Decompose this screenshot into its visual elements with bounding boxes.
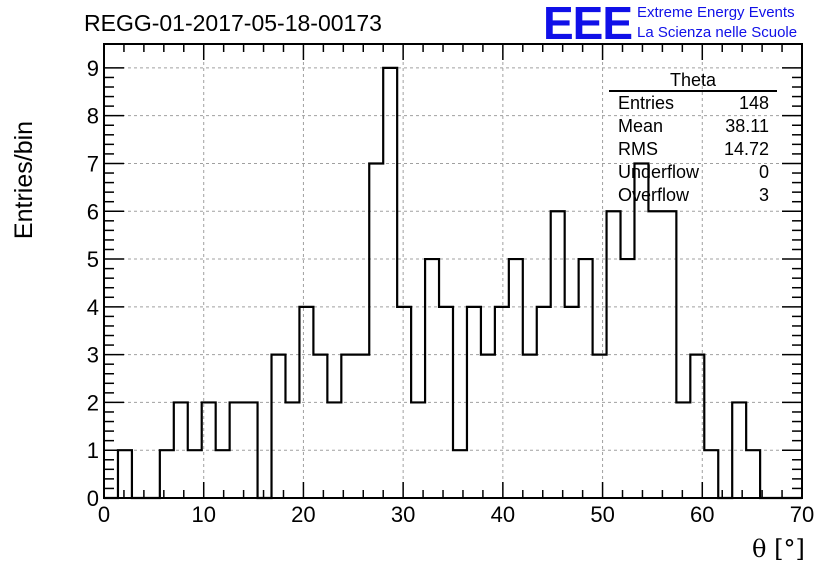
histogram-bin xyxy=(453,450,467,498)
histogram-bin xyxy=(704,450,718,498)
x-tick-label: 0 xyxy=(98,502,110,527)
histogram-bin xyxy=(272,355,286,498)
histogram-bin xyxy=(313,355,327,498)
histogram-bin xyxy=(746,450,760,498)
stats-label: RMS xyxy=(618,139,658,159)
x-tick-label: 50 xyxy=(590,502,614,527)
histogram-bin xyxy=(579,259,593,498)
stats-row-rms: RMS 14.72 xyxy=(609,138,777,161)
y-tick-label: 6 xyxy=(87,199,99,224)
stats-row-mean: Mean 38.11 xyxy=(609,115,777,138)
stats-label: Underflow xyxy=(618,162,700,182)
histogram-bin xyxy=(509,259,523,498)
histogram-bin xyxy=(160,450,174,498)
eee-org-line1: Extreme Energy Events xyxy=(637,4,795,21)
y-tick-label: 5 xyxy=(87,247,99,272)
x-axis-label: θ [°] xyxy=(752,535,805,563)
histogram-bin xyxy=(216,450,230,498)
histogram-outline xyxy=(104,66,802,500)
stats-label: Overflow xyxy=(618,185,690,205)
histogram-bin xyxy=(634,163,648,498)
stats-label: Entries xyxy=(618,93,675,113)
x-tick-label: 10 xyxy=(191,502,215,527)
histogram-bin xyxy=(593,355,607,498)
y-tick-label: 7 xyxy=(87,151,99,176)
histogram-bin xyxy=(481,355,495,498)
stats-row-entries: Entries 148 xyxy=(609,92,777,115)
histogram-bin xyxy=(299,307,313,498)
stats-label: Mean xyxy=(618,116,664,136)
histogram-bin xyxy=(523,355,537,498)
histogram-bin xyxy=(118,450,132,498)
histogram-bin xyxy=(174,402,188,498)
histogram-bin xyxy=(621,259,635,498)
y-axis-label: Entries/bin xyxy=(10,120,38,240)
stats-value: 3 xyxy=(758,185,769,205)
eee-org-line2: La Scienza nelle Scuole xyxy=(637,24,798,41)
histogram-bin xyxy=(188,450,202,498)
stats-value: 148 xyxy=(738,93,769,113)
x-tick-label: 60 xyxy=(690,502,714,527)
histogram-bin xyxy=(341,355,355,498)
x-tick-label: 40 xyxy=(491,502,515,527)
eee-organization-text: Extreme Energy Events La Scienza nelle S… xyxy=(637,3,797,43)
stats-box: Theta Entries 148 Mean 38.11 RMS 14.72 U… xyxy=(609,68,777,207)
stats-value: 0 xyxy=(758,162,769,182)
stats-value: 14.72 xyxy=(723,139,769,159)
histogram-bin xyxy=(425,259,439,498)
x-tick-label: 30 xyxy=(391,502,415,527)
eee-logo: EEE xyxy=(543,0,633,49)
stats-title: Theta xyxy=(609,68,777,92)
y-axis-label-container: Entries/bin xyxy=(8,110,38,239)
plot-title: REGG-01-2017-05-18-00173 xyxy=(84,10,382,36)
plot-frame xyxy=(103,43,803,499)
y-tick-label: 1 xyxy=(87,438,99,463)
y-tick-label: 3 xyxy=(87,343,99,368)
y-tick-label: 0 xyxy=(87,486,99,511)
y-tick-label: 2 xyxy=(87,390,99,415)
x-tick-label: 70 xyxy=(790,502,814,527)
y-tick-label: 8 xyxy=(87,104,99,129)
stats-row-overflow: Overflow 3 xyxy=(609,184,777,207)
x-tick-label: 20 xyxy=(291,502,315,527)
histogram-bin xyxy=(369,163,383,498)
y-tick-label: 4 xyxy=(87,295,99,320)
stats-value: 38.11 xyxy=(725,116,769,136)
histogram-bin xyxy=(383,68,397,498)
histogram-bin xyxy=(355,355,369,498)
y-tick-label: 9 xyxy=(87,56,99,81)
stats-row-underflow: Underflow 0 xyxy=(609,161,777,184)
